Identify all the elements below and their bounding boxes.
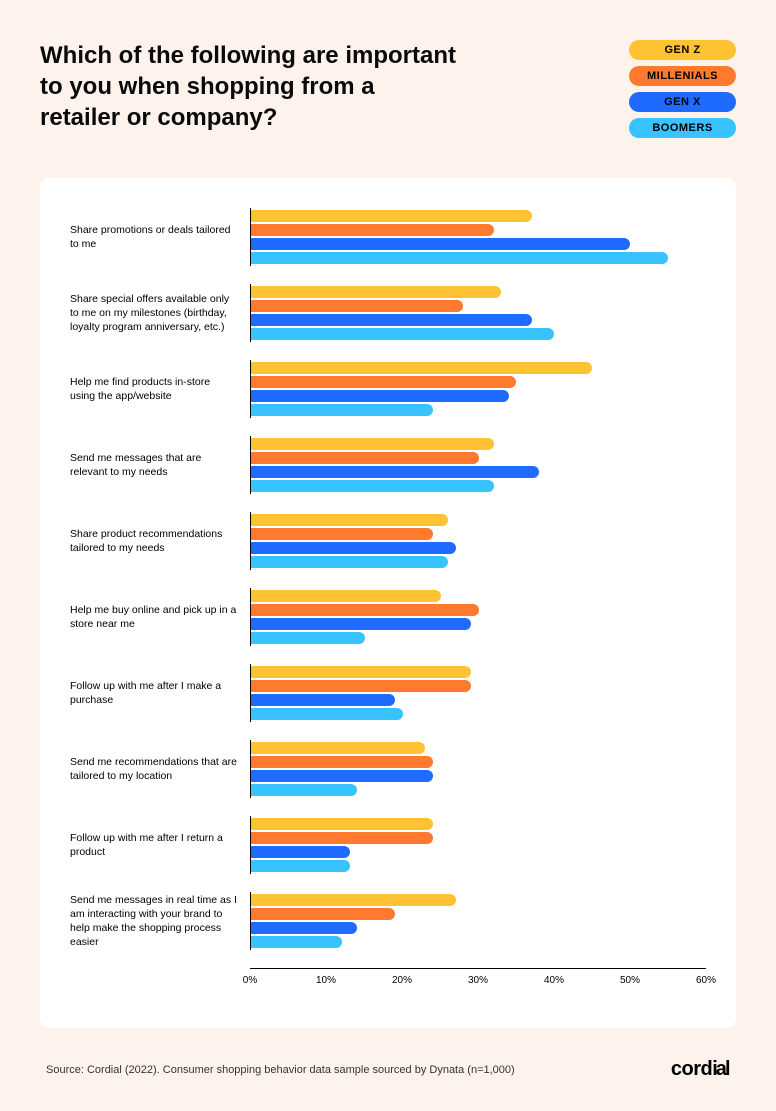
row-label: Help me buy online and pick up in a stor… xyxy=(70,603,250,631)
bar xyxy=(251,818,433,830)
bar xyxy=(251,252,668,264)
chart-row: Send me messages in real time as I am in… xyxy=(70,892,706,950)
bar xyxy=(251,376,516,388)
bar xyxy=(251,404,433,416)
bar xyxy=(251,908,395,920)
bar xyxy=(251,666,471,678)
bar xyxy=(251,466,539,478)
header: Which of the following are important to … xyxy=(40,40,736,138)
bar xyxy=(251,328,554,340)
legend-pill-1: MILLENIALS xyxy=(629,66,736,86)
row-bars xyxy=(250,208,706,266)
row-label: Send me messages in real time as I am in… xyxy=(70,893,250,950)
x-tick: 10% xyxy=(316,975,336,986)
row-label: Share special offers available only to m… xyxy=(70,292,250,335)
bar xyxy=(251,238,630,250)
brand-logo: cordial xyxy=(671,1058,730,1081)
bar xyxy=(251,438,494,450)
row-label: Follow up with me after I make a purchas… xyxy=(70,679,250,707)
legend-pill-3: BOOMERS xyxy=(629,118,736,138)
x-tick: 50% xyxy=(620,975,640,986)
bar xyxy=(251,770,433,782)
bar xyxy=(251,286,501,298)
bar xyxy=(251,556,448,568)
row-bars xyxy=(250,892,706,950)
bar xyxy=(251,314,532,326)
bar xyxy=(251,224,494,236)
legend: GEN Z MILLENIALS GEN X BOOMERS xyxy=(629,40,736,138)
bar xyxy=(251,832,433,844)
x-tick: 60% xyxy=(696,975,716,986)
chart-row: Help me buy online and pick up in a stor… xyxy=(70,588,706,646)
bar xyxy=(251,632,365,644)
bar xyxy=(251,480,494,492)
chart-row: Follow up with me after I return a produ… xyxy=(70,816,706,874)
x-axis: 0%10%20%30%40%50%60% xyxy=(250,968,706,988)
chart-row: Help me find products in-store using the… xyxy=(70,360,706,418)
chart-row: Share product recommendations tailored t… xyxy=(70,512,706,570)
row-label: Help me find products in-store using the… xyxy=(70,375,250,403)
x-axis-row: 0%10%20%30%40%50%60% xyxy=(70,968,706,988)
chart-row: Share promotions or deals tailored to me xyxy=(70,208,706,266)
footer: Source: Cordial (2022). Consumer shoppin… xyxy=(40,1058,736,1081)
row-bars xyxy=(250,588,706,646)
row-bars xyxy=(250,436,706,494)
row-label: Follow up with me after I return a produ… xyxy=(70,831,250,859)
legend-pill-0: GEN Z xyxy=(629,40,736,60)
chart-row: Follow up with me after I make a purchas… xyxy=(70,664,706,722)
chart-row: Send me messages that are relevant to my… xyxy=(70,436,706,494)
row-label: Send me recommendations that are tailore… xyxy=(70,755,250,783)
bar xyxy=(251,922,357,934)
bar xyxy=(251,618,471,630)
bar xyxy=(251,694,395,706)
row-bars xyxy=(250,664,706,722)
chart-row: Share special offers available only to m… xyxy=(70,284,706,342)
bar xyxy=(251,860,350,872)
x-tick: 40% xyxy=(544,975,564,986)
row-bars xyxy=(250,360,706,418)
bar xyxy=(251,300,463,312)
bar xyxy=(251,210,532,222)
chart-panel: Share promotions or deals tailored to me… xyxy=(40,178,736,1028)
row-bars xyxy=(250,284,706,342)
row-bars xyxy=(250,512,706,570)
bar xyxy=(251,756,433,768)
bar xyxy=(251,528,433,540)
page-title: Which of the following are important to … xyxy=(40,40,460,134)
bar xyxy=(251,362,592,374)
bar xyxy=(251,542,456,554)
x-tick: 0% xyxy=(243,975,257,986)
row-label: Share product recommendations tailored t… xyxy=(70,527,250,555)
bar xyxy=(251,894,456,906)
x-tick: 30% xyxy=(468,975,488,986)
bar xyxy=(251,452,479,464)
bar xyxy=(251,680,471,692)
chart-body: Share promotions or deals tailored to me… xyxy=(70,208,706,968)
chart-row: Send me recommendations that are tailore… xyxy=(70,740,706,798)
bar xyxy=(251,590,441,602)
x-tick: 20% xyxy=(392,975,412,986)
bar xyxy=(251,514,448,526)
legend-pill-2: GEN X xyxy=(629,92,736,112)
row-label: Share promotions or deals tailored to me xyxy=(70,223,250,251)
row-bars xyxy=(250,816,706,874)
bar xyxy=(251,846,350,858)
bar xyxy=(251,604,479,616)
bar xyxy=(251,390,509,402)
bar xyxy=(251,742,425,754)
bar xyxy=(251,708,403,720)
source-text: Source: Cordial (2022). Consumer shoppin… xyxy=(46,1064,515,1076)
bar xyxy=(251,936,342,948)
bar xyxy=(251,784,357,796)
row-label: Send me messages that are relevant to my… xyxy=(70,451,250,479)
row-bars xyxy=(250,740,706,798)
